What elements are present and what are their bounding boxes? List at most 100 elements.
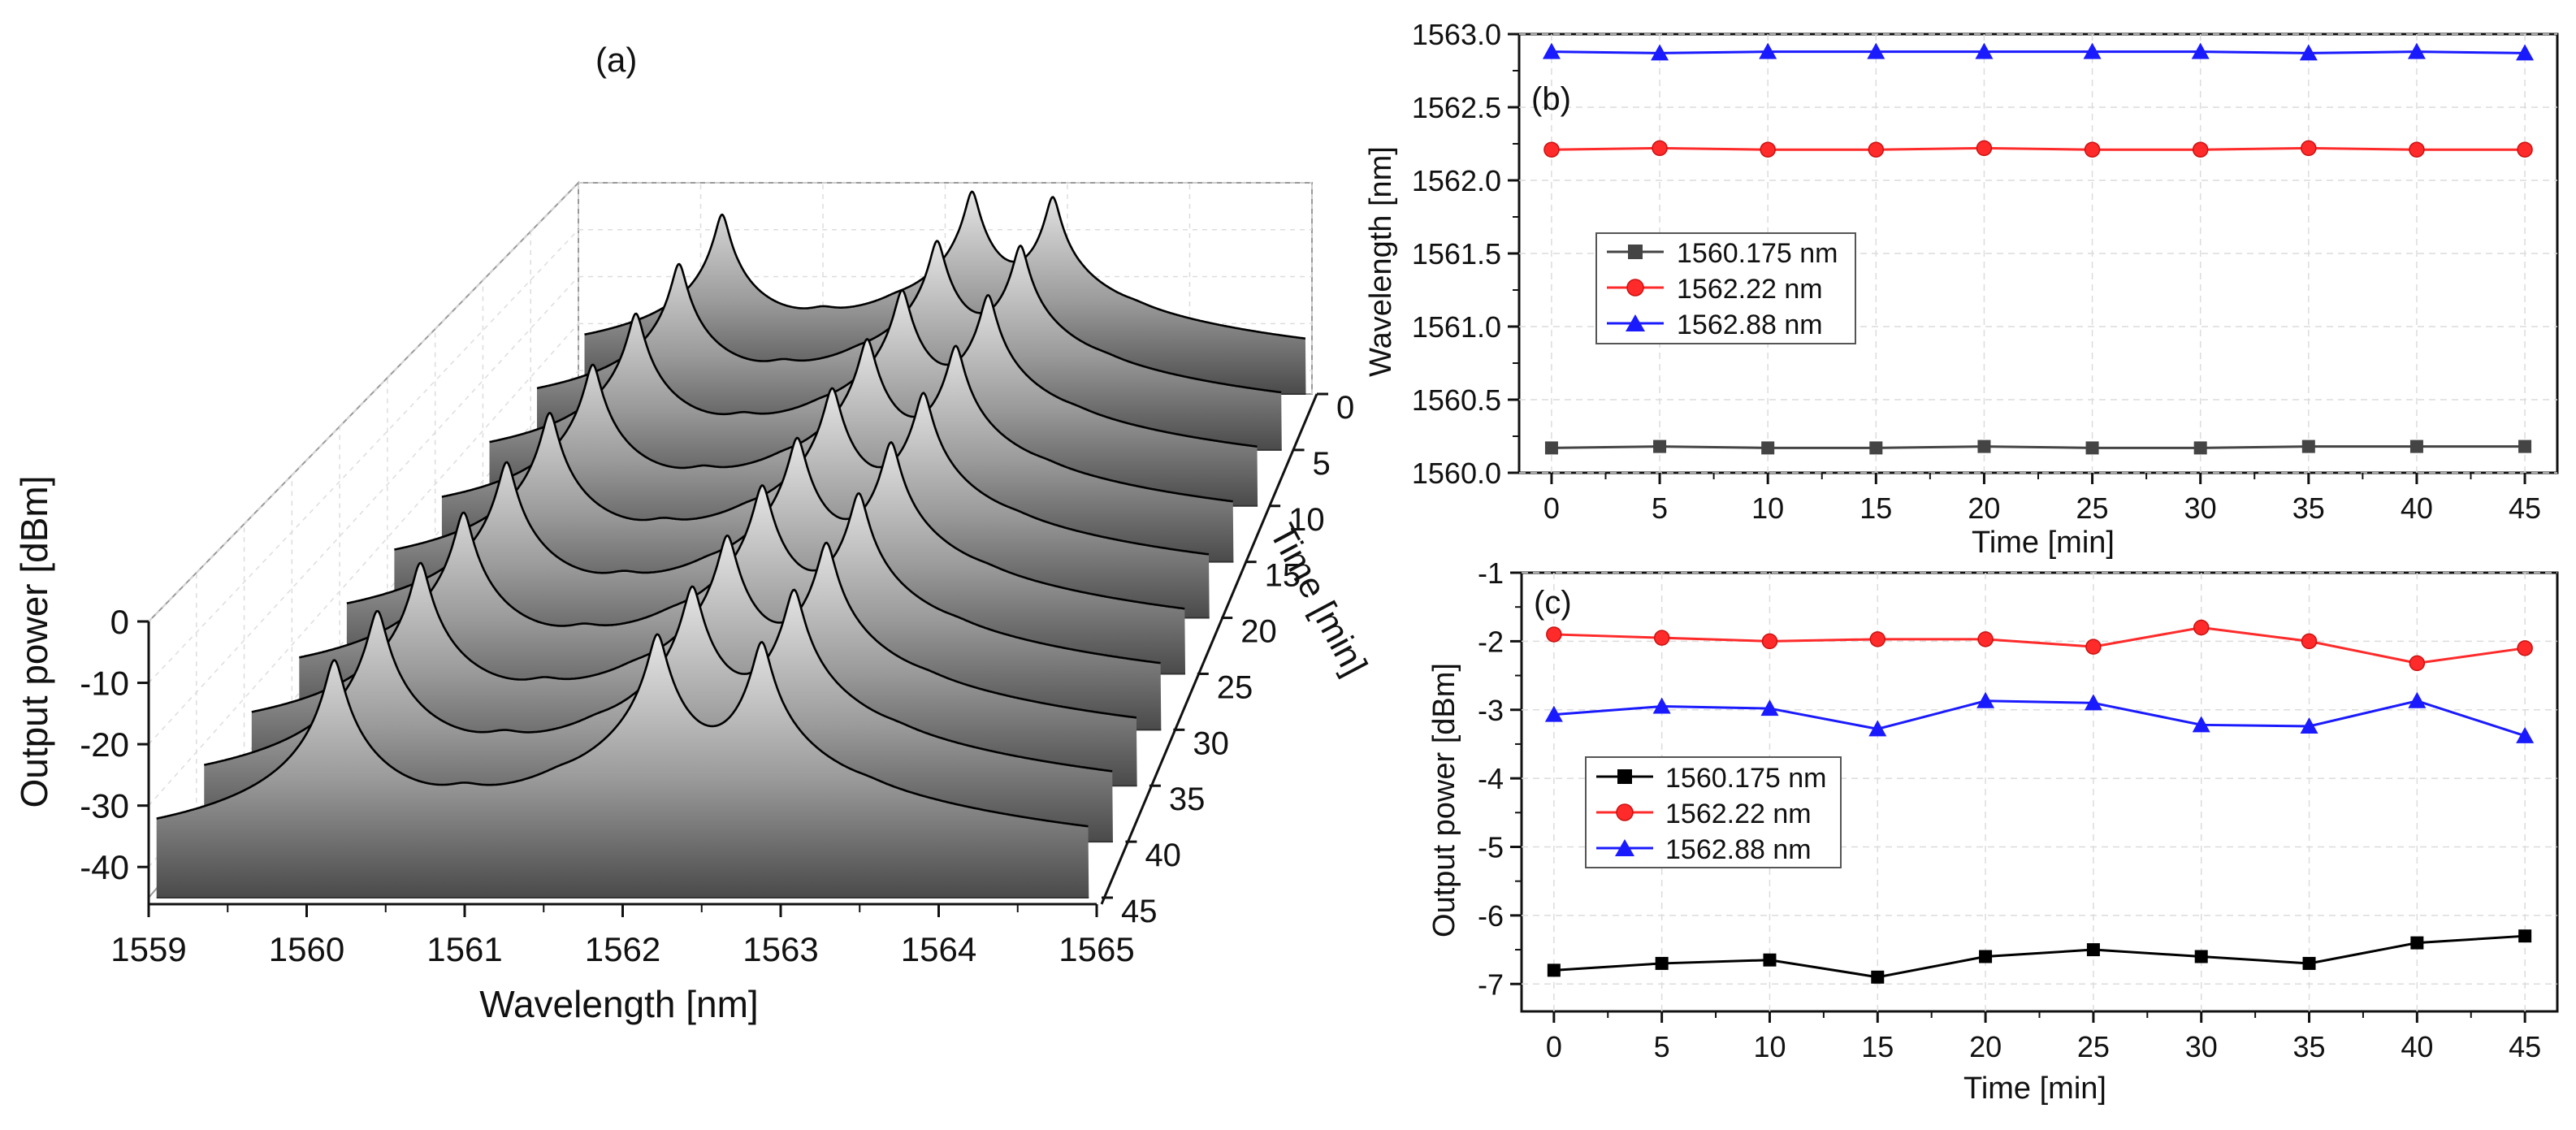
data-point-triangle [1976,691,1995,708]
panel-b-legend: 1560.175 nm 1562.22 nm 1562.88 nm [1595,232,1856,344]
panel-a-z-tick-label: 40 [1145,838,1181,873]
data-point-triangle [2408,691,2427,708]
panel-b-legend-entry-1: 1560.175 nm [1607,238,1838,269]
panel-c-xlabel: Time [min] [1963,1072,2106,1106]
data-point-circle [1868,141,1885,158]
panel-a-y-tick-label: -20 [80,725,129,764]
panel-b-legend-entry-3: 1562.88 nm [1607,310,1823,340]
data-point-square [1763,953,1777,967]
spectrum-trace-t45 [156,633,1089,828]
panel-a-x-tick-label: 1560 [269,930,344,968]
x-tick-label: 30 [2184,491,2217,525]
data-point-square [2301,439,2315,453]
series-line-2 [1551,146,2526,151]
panel-b-legend-text-2: 1562.22 nm [1677,274,1823,305]
data-point-square [1871,970,1885,984]
x-tick-label: 10 [1753,1030,1786,1063]
data-point-triangle [2300,717,2318,734]
data-point-square [1761,441,1775,455]
data-point-circle [2409,655,2426,672]
data-point-triangle [2407,42,2426,59]
data-point-triangle [2299,44,2318,61]
series-line-3 [1553,699,2526,738]
panel-a-x-tick-label: 1562 [585,930,660,968]
panel-b-wavelength-chart: 0 5 10 15 20 25 30 35 40 45 1560.0 1560.5 1561.0 1561… [1364,18,2559,560]
legend-square-marker [1628,245,1643,259]
x-tick-label: 45 [2509,1030,2541,1063]
panel-a-waterfall: 1559 1560 1561 1562 1563 1564 1565 0 -10 -20 -30 -4… [13,41,1375,1025]
data-point-square [2410,936,2424,950]
x-tick-label: 20 [1968,491,2000,525]
y-tick-label: 1563.0 [1412,18,1501,51]
data-point-triangle [1652,697,1671,714]
panel-a-label: (a) [595,41,637,79]
x-tick-label: 5 [1654,1030,1670,1063]
data-point-square [2302,956,2316,970]
panel-a-z-tick-label: 20 [1240,614,1277,650]
x-tick-label: 45 [2509,491,2541,525]
data-point-circle [1869,631,1886,647]
y-tick-label: -4 [1478,762,1504,795]
panel-a-y-tick-label: -40 [80,848,129,886]
data-point-circle [2193,619,2210,636]
panel-c-ylabel: Output power [dBm] [1427,663,1461,937]
data-point-circle [2192,141,2209,158]
left-wall-grid-y [148,182,579,622]
panel-a-y-tick-label: -10 [80,665,129,703]
x-tick-label: 35 [2293,1030,2326,1063]
data-point-square [2518,929,2532,943]
data-point-square [2409,439,2423,453]
data-point-triangle [1868,720,1887,737]
panel-c-ticks: 0 5 10 15 20 25 30 35 40 45 -1 -2 -3 -4 -5 -6 -7 [1478,556,2541,1063]
y-tick-label: -6 [1478,899,1504,933]
y-tick-label: -2 [1478,625,1504,658]
panel-b-legend-entry-2: 1562.22 nm [1607,274,1823,305]
left-wall-grid-y [148,276,579,745]
data-point-circle [1977,631,1994,647]
x-tick-label: 25 [2077,1030,2110,1063]
panel-a-z-tick-label: 10 [1288,502,1325,538]
data-point-circle [1761,633,1778,650]
panel-c-legend-text-3: 1562.88 nm [1665,834,1812,865]
data-point-circle [1546,626,1562,643]
panel-c-legend-entry-2: 1562.22 nm [1596,799,1812,829]
panel-c-series [1544,619,2535,984]
panel-a-y-tick-label: 0 [110,603,129,641]
panel-a-z-tick-label: 30 [1193,725,1229,761]
series-line-1 [1553,934,2526,979]
data-point-circle [1653,630,1670,646]
panel-a-y-tick-label: -30 [80,787,129,825]
data-point-square [1547,963,1561,977]
y-tick-label: 1561.0 [1412,310,1501,344]
y-tick-label: -7 [1478,968,1504,1001]
data-point-triangle [2191,42,2210,59]
data-point-circle [1543,141,1560,158]
y-tick-label: -3 [1478,694,1504,727]
x-tick-label: 0 [1546,1030,1562,1063]
data-point-square [2085,441,2099,455]
panel-c-power-chart: 0 5 10 15 20 25 30 35 40 45 -1 -2 -3 -4 -5 -6 -7 (c) Tim… [1427,556,2559,1106]
x-tick-label: 40 [2401,1030,2433,1063]
series-line-2 [1553,626,2526,665]
left-wall-grid-y [148,323,579,807]
y-tick-label: 1561.5 [1412,237,1501,271]
x-tick-label: 5 [1652,491,1668,525]
x-tick-label: 15 [1861,1030,1894,1063]
data-point-circle [2517,141,2533,158]
y-tick-label: 1560.0 [1412,457,1501,490]
panel-c-legend: 1560.175 nm 1562.22 nm 1562.88 nm [1585,756,1842,868]
panel-a-z-tick-label: 0 [1336,390,1354,426]
spectrum-fill-t45 [156,634,1089,898]
panel-b-series [1542,42,2535,455]
panel-b-label: (b) [1531,81,1571,117]
data-point-square [1979,950,1993,963]
x-tick-label: 15 [1859,491,1892,525]
data-point-circle [1760,141,1776,158]
data-point-circle [2301,633,2318,650]
panel-b-legend-text-1: 1560.175 nm [1677,238,1838,269]
legend-triangle-marker [1626,314,1645,331]
panel-c-legend-text-1: 1560.175 nm [1665,763,1827,794]
legend-square-marker [1617,769,1632,784]
panel-b-ticks: 0 5 10 15 20 25 30 35 40 45 1560.0 1560.5 1561.0 1561… [1412,18,2541,525]
